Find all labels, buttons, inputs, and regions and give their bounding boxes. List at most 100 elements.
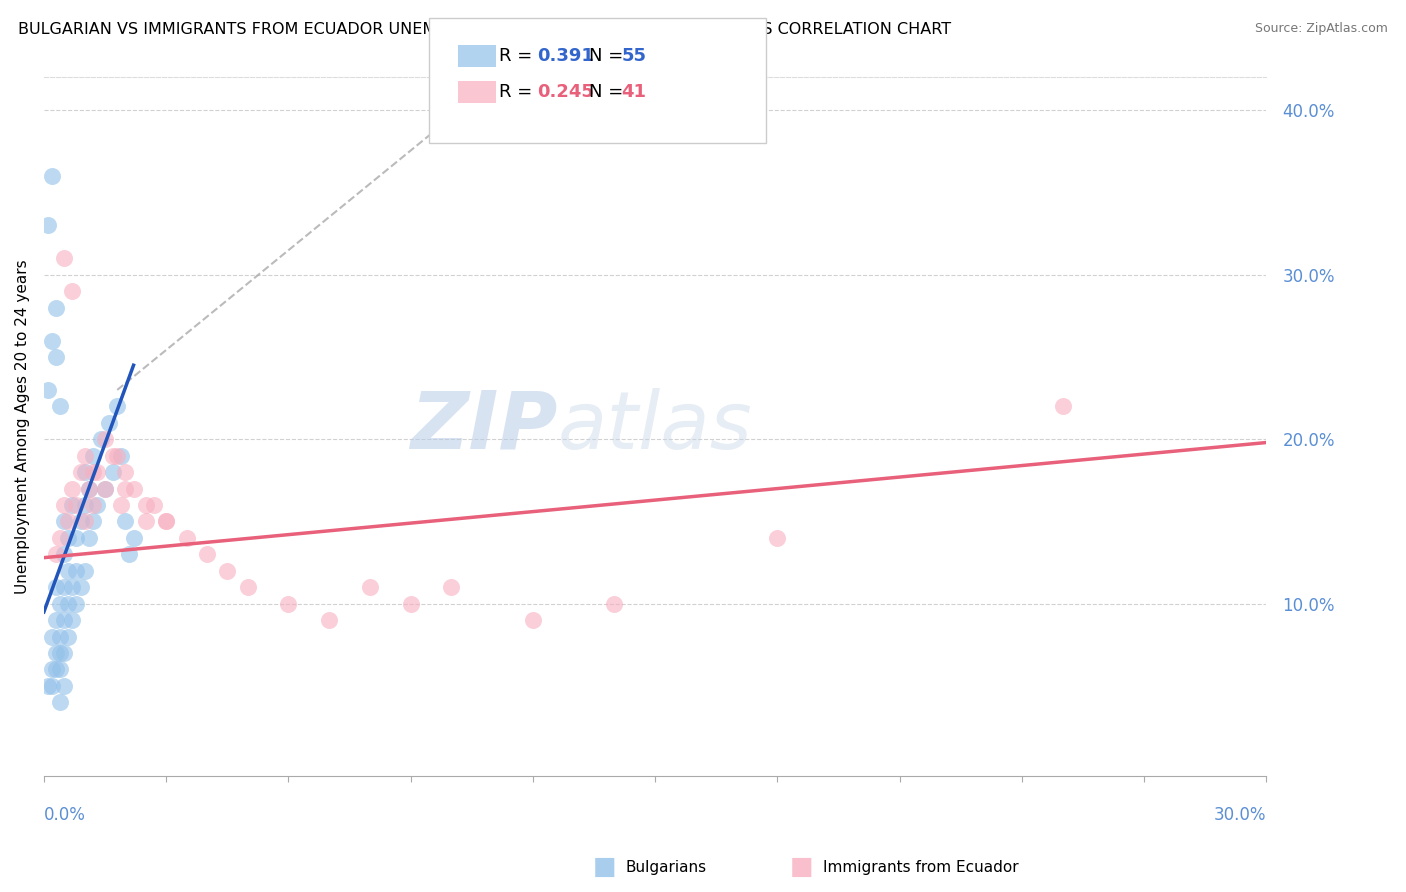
Point: [114, 482, 136, 496]
Y-axis label: Unemployment Among Ages 20 to 24 years: Unemployment Among Ages 20 to 24 years: [15, 260, 30, 594]
Point: [110, 449, 132, 463]
Point: [73, 564, 96, 578]
Point: [58, 597, 80, 611]
Point: [82, 515, 104, 529]
Point: [86, 498, 108, 512]
Point: [41, 169, 63, 183]
Text: 0.245: 0.245: [537, 83, 593, 101]
Point: [41, 334, 63, 348]
Point: [86, 465, 108, 479]
Point: [65, 564, 87, 578]
Point: [440, 580, 463, 594]
Point: [45, 547, 67, 561]
Point: [65, 597, 87, 611]
Point: [65, 531, 87, 545]
Point: [62, 498, 84, 512]
Point: [53, 547, 76, 561]
Point: [53, 580, 76, 594]
Point: [77, 482, 100, 496]
Point: [236, 580, 259, 594]
Point: [73, 498, 96, 512]
Text: atlas: atlas: [557, 388, 752, 466]
Point: [49, 663, 72, 677]
Point: [90, 432, 112, 446]
Point: [105, 449, 128, 463]
Point: [53, 252, 76, 266]
Point: [155, 515, 177, 529]
Point: [77, 482, 100, 496]
Point: [94, 482, 117, 496]
Point: [41, 679, 63, 693]
Point: [195, 547, 218, 561]
Point: [49, 597, 72, 611]
Point: [135, 498, 157, 512]
Point: [49, 400, 72, 414]
Point: [62, 482, 84, 496]
Point: [62, 580, 84, 594]
Point: [53, 646, 76, 660]
Text: R =: R =: [499, 83, 538, 101]
Point: [45, 580, 67, 594]
Point: [69, 465, 91, 479]
Point: [53, 515, 76, 529]
Point: [62, 613, 84, 627]
Point: [82, 449, 104, 463]
Point: [37, 679, 59, 693]
Point: [45, 613, 67, 627]
Point: [122, 531, 145, 545]
Point: [94, 482, 117, 496]
Text: 0.391: 0.391: [537, 47, 593, 65]
Point: [98, 416, 121, 430]
Point: [53, 613, 76, 627]
Point: [82, 465, 104, 479]
Text: ■: ■: [593, 855, 616, 879]
Point: [69, 580, 91, 594]
Text: 55: 55: [621, 47, 647, 65]
Point: [37, 383, 59, 397]
Point: [114, 515, 136, 529]
Point: [1052, 400, 1074, 414]
Point: [603, 597, 626, 611]
Point: [82, 498, 104, 512]
Text: Source: ZipAtlas.com: Source: ZipAtlas.com: [1254, 22, 1388, 36]
Point: [135, 515, 157, 529]
Point: [53, 679, 76, 693]
Point: [101, 449, 124, 463]
Point: [101, 465, 124, 479]
Text: R =: R =: [499, 47, 538, 65]
Text: Bulgarians: Bulgarians: [626, 860, 707, 874]
Point: [318, 613, 340, 627]
Point: [766, 531, 789, 545]
Text: Immigrants from Ecuador: Immigrants from Ecuador: [823, 860, 1018, 874]
Text: 0.0%: 0.0%: [44, 806, 86, 824]
Point: [122, 482, 145, 496]
Point: [73, 515, 96, 529]
Point: [217, 564, 239, 578]
Point: [522, 613, 544, 627]
Text: ■: ■: [790, 855, 813, 879]
Text: BULGARIAN VS IMMIGRANTS FROM ECUADOR UNEMPLOYMENT AMONG AGES 20 TO 24 YEARS CORR: BULGARIAN VS IMMIGRANTS FROM ECUADOR UNE…: [18, 22, 952, 37]
Point: [45, 663, 67, 677]
Point: [73, 449, 96, 463]
Point: [105, 400, 128, 414]
Point: [399, 597, 422, 611]
Point: [359, 580, 381, 594]
Text: 30.0%: 30.0%: [1213, 806, 1267, 824]
Point: [49, 646, 72, 660]
Point: [45, 350, 67, 364]
Point: [49, 531, 72, 545]
Point: [58, 630, 80, 644]
Text: N =: N =: [589, 83, 628, 101]
Point: [49, 695, 72, 709]
Point: [73, 465, 96, 479]
Point: [62, 284, 84, 298]
Point: [277, 597, 299, 611]
Point: [37, 219, 59, 233]
Point: [155, 515, 177, 529]
Point: [94, 432, 117, 446]
Point: [118, 547, 141, 561]
Point: [53, 498, 76, 512]
Text: ZIP: ZIP: [411, 388, 557, 466]
Point: [45, 646, 67, 660]
Point: [45, 301, 67, 315]
